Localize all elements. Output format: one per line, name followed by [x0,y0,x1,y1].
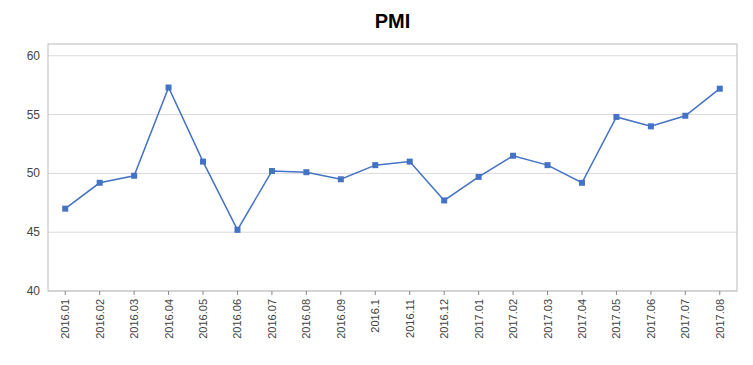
grid [48,56,737,291]
x-tick [168,291,169,295]
grid-line [48,173,737,174]
x-tick [271,291,272,295]
x-tick-label: 2016.06 [231,299,243,339]
x-tick-label: 2016.1 [369,299,381,333]
y-tick-label: 55 [27,108,41,122]
marker [648,123,654,129]
marker [682,113,688,119]
marker [407,159,413,165]
x-tick [547,291,548,295]
x-tick [409,291,410,295]
x-tick-label: 2016.04 [163,299,175,339]
marker [476,174,482,180]
marker [62,206,68,212]
marker [372,162,378,168]
x-tick [99,291,100,295]
x-tick-label: 2017.05 [610,299,622,339]
marker [131,173,137,179]
y-axis: 40 45 50 55 60 [27,49,41,298]
marker [717,86,723,92]
marker [97,180,103,186]
x-tick [306,291,307,295]
x-tick [444,291,445,295]
grid-line [48,232,737,233]
x-tick-label: 2016.07 [266,299,278,339]
grid-line [48,114,737,115]
x-tick [685,291,686,295]
x-tick-label: 2017.02 [507,299,519,339]
x-axis: 2016.01 2016.02 2016.03 2016.04 2016.05 2016.… [59,291,726,339]
marker [510,153,516,159]
x-tick-label: 2016.08 [300,299,312,339]
x-tick-label: 2017.03 [542,299,554,339]
x-tick-label: 2016.11 [404,299,416,338]
marker [613,114,619,120]
x-tick [719,291,720,295]
x-tick [340,291,341,295]
y-tick-label: 40 [27,284,41,298]
x-tick [134,291,135,295]
line [65,88,720,230]
x-tick-label: 2017.04 [576,299,588,339]
marker [303,169,309,175]
y-tick-label: 45 [27,225,41,239]
x-tick-label: 2016.12 [438,299,450,339]
x-tick [616,291,617,295]
x-tick [203,291,204,295]
marker [338,176,344,182]
x-tick-label: 2016.09 [335,299,347,339]
x-tick-label: 2016.02 [94,299,106,339]
x-tick-label: 2017.01 [473,299,485,339]
x-tick [650,291,651,295]
x-tick [513,291,514,295]
title: PMI [375,10,411,32]
x-tick [478,291,479,295]
plot-frame [48,44,737,291]
marker [269,168,275,174]
x-tick-label: 2017.08 [714,299,726,339]
marker [200,159,206,165]
y-tick-label: 60 [27,49,41,63]
x-tick [65,291,66,295]
x-tick-label: 2016.01 [59,299,71,339]
marker [166,85,172,91]
marker [579,180,585,186]
y-tick-label: 50 [27,166,41,180]
x-tick [237,291,238,295]
grid-line [48,55,737,56]
marker [441,197,447,203]
x-tick-label: 2017.07 [679,299,691,339]
x-tick-label: 2016.05 [197,299,209,339]
x-tick-label: 2017.06 [645,299,657,339]
marker [545,162,551,168]
x-tick-label: 2016.03 [128,299,140,339]
series [62,85,723,233]
marker [234,227,240,233]
x-tick [375,291,376,295]
chart: 40455055602016.012016.022016.032016.0420… [0,0,753,365]
x-tick [581,291,582,295]
